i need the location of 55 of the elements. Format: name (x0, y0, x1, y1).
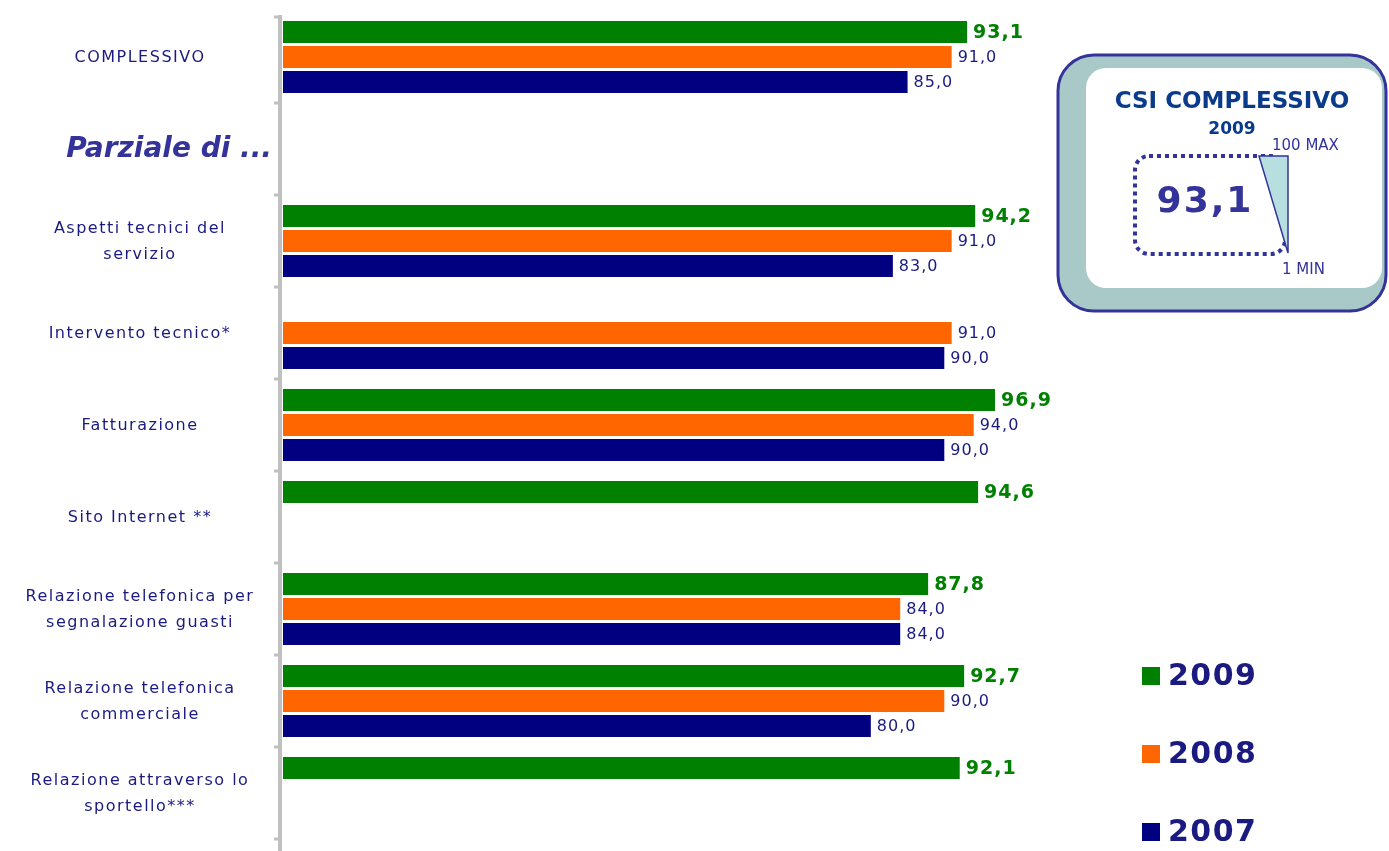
bar (283, 715, 871, 737)
bar (283, 598, 901, 620)
data-label: 94,0 (979, 414, 1020, 434)
data-label: 87,8 (934, 571, 986, 594)
data-label: 84,0 (906, 623, 946, 643)
data-label: 90,0 (950, 690, 990, 710)
data-label: 91,0 (957, 46, 998, 66)
legend-label: 2008 (1168, 734, 1258, 770)
bar (283, 573, 929, 595)
text: CSI COMPLESSIVO (1114, 87, 1350, 113)
data-label: 92,1 (965, 755, 1017, 778)
bar (283, 481, 979, 503)
bar (283, 205, 976, 227)
data-label: 93,1 (973, 19, 1024, 42)
legend-label: 2009 (1168, 656, 1258, 692)
bar (283, 414, 974, 436)
y-tick-label: Intervento tecnico* (48, 322, 232, 342)
y-tick-label: Relazione telefonica per segnalazione guasti (25, 585, 255, 631)
data-label: 83,0 (898, 255, 939, 275)
bar (283, 757, 960, 779)
legend-label: 2007 (1168, 812, 1258, 848)
y-tick-label: Aspetti tecnici del servizio (53, 217, 227, 263)
data-label: 90,0 (950, 439, 990, 459)
bar (283, 21, 968, 43)
bar (283, 46, 952, 68)
data-label: 91,0 (957, 322, 998, 342)
bar (283, 230, 952, 252)
data-label: 91,0 (957, 230, 998, 250)
bar (283, 439, 945, 461)
y-tick-label: Sito Internet ** (67, 506, 213, 526)
text: Parziale di ... (66, 131, 272, 164)
bar (283, 690, 945, 712)
bar (283, 322, 952, 344)
text: 93,1 (1156, 179, 1254, 220)
data-label: 80,0 (876, 715, 917, 735)
data-label: 84,0 (906, 598, 946, 618)
bar (283, 623, 901, 645)
text: 1 MIN (1282, 260, 1325, 278)
data-label: 92,7 (970, 663, 1022, 686)
bar (283, 71, 908, 93)
y-tick-label: Relazione telefonica commerciale (44, 677, 236, 723)
data-label: 96,9 (1001, 387, 1052, 410)
data-label: 90,0 (950, 347, 990, 367)
y-tick-label: Relazione attraverso lo sportello*** (30, 769, 250, 815)
data-label: 94,6 (984, 479, 1035, 502)
y-tick-label: COMPLESSIVO (74, 46, 206, 66)
text: 100 MAX (1272, 136, 1339, 154)
data-label: 94,2 (981, 203, 1033, 226)
bar (283, 665, 965, 687)
y-tick-label: Fatturazione (81, 414, 199, 434)
bar (283, 389, 995, 411)
text: 2009 (1208, 118, 1256, 138)
bar (283, 255, 893, 277)
bar (283, 347, 945, 369)
data-label: 85,0 (913, 71, 954, 91)
